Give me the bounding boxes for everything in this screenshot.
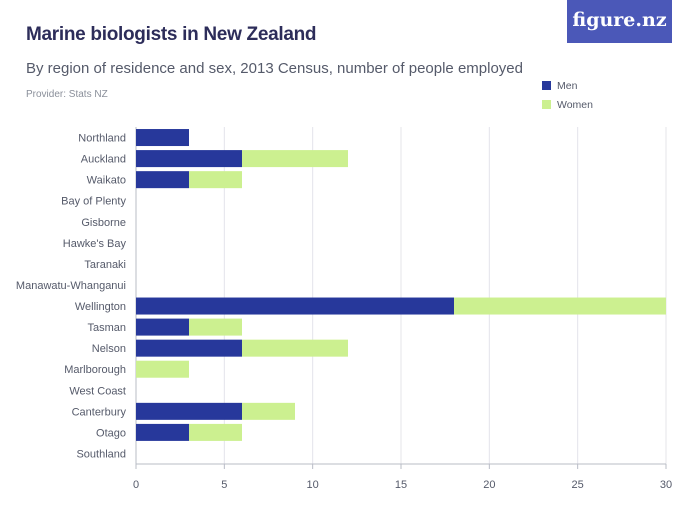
y-category-label: Canterbury <box>72 406 127 418</box>
bar-men <box>136 423 189 441</box>
bar-women <box>242 150 348 168</box>
chart-title: Marine biologists in New Zealand <box>26 24 317 45</box>
bar-women <box>189 318 242 336</box>
x-tick-label: 5 <box>221 479 227 491</box>
bar-men <box>136 318 189 336</box>
y-category-label: Otago <box>96 427 126 439</box>
figure-nz-logo[interactable]: figure.nz <box>567 0 672 43</box>
y-category-label: Nelson <box>92 343 126 355</box>
legend-label-men: Men <box>557 79 578 92</box>
legend-swatch-men <box>542 81 551 90</box>
y-category-label: West Coast <box>69 385 126 397</box>
x-tick-label: 25 <box>572 479 584 491</box>
bar-women <box>189 171 242 189</box>
legend-swatch-women <box>542 100 551 109</box>
y-category-label: Auckland <box>81 154 126 166</box>
data-provider: Provider: Stats NZ <box>26 89 108 100</box>
bar-men <box>136 339 242 357</box>
bar-men <box>136 402 242 420</box>
y-category-label: Wellington <box>75 301 126 313</box>
y-category-label: Marlborough <box>64 364 126 376</box>
y-category-label: Waikato <box>87 175 126 187</box>
y-category-label: Manawatu-Whanganui <box>16 280 126 292</box>
y-category-label: Tasman <box>87 322 126 334</box>
bar-layer <box>136 129 666 441</box>
bar-women <box>136 360 189 378</box>
x-tick-label: 15 <box>395 479 407 491</box>
bar-women <box>454 297 666 315</box>
chart-subtitle: By region of residence and sex, 2013 Cen… <box>26 60 523 77</box>
bar-men <box>136 171 189 189</box>
y-category-label: Gisborne <box>81 217 126 229</box>
y-category-label: Northland <box>78 133 126 145</box>
x-tick-label: 10 <box>307 479 319 491</box>
bar-women <box>189 423 242 441</box>
chart-legend: Men Women <box>542 76 593 114</box>
bar-men <box>136 297 454 315</box>
y-category-label: Bay of Plenty <box>61 196 126 208</box>
legend-label-women: Women <box>557 98 593 111</box>
x-tick-label: 0 <box>133 479 139 491</box>
y-category-label: Southland <box>76 448 126 460</box>
bar-men <box>136 129 189 147</box>
x-tick-label: 20 <box>483 479 495 491</box>
y-category-label: Taranaki <box>84 259 126 271</box>
x-tick-label: 30 <box>660 479 672 491</box>
y-category-label: Hawke's Bay <box>63 238 127 250</box>
legend-item-men: Men <box>542 76 593 95</box>
bar-women <box>242 402 295 420</box>
bar-women <box>242 339 348 357</box>
legend-item-women: Women <box>542 95 593 114</box>
label-layer: 0 5 10 15 20 25 30 Northland Auckland Waikato Bay … <box>16 133 672 491</box>
bar-men <box>136 150 242 168</box>
